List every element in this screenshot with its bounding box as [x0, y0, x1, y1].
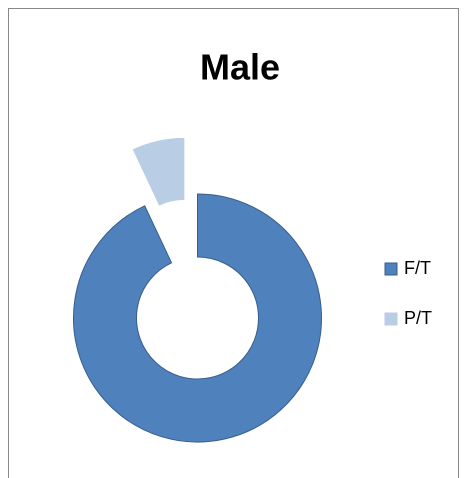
chart-title: Male — [200, 47, 280, 88]
chart-frame — [8, 8, 459, 478]
donut-slice — [73, 193, 322, 443]
legend-label: P/T — [404, 308, 432, 328]
legend-swatch — [384, 262, 398, 276]
donut-slice — [131, 136, 186, 207]
legend-swatch — [384, 312, 398, 326]
legend-label: F/T — [404, 258, 431, 278]
